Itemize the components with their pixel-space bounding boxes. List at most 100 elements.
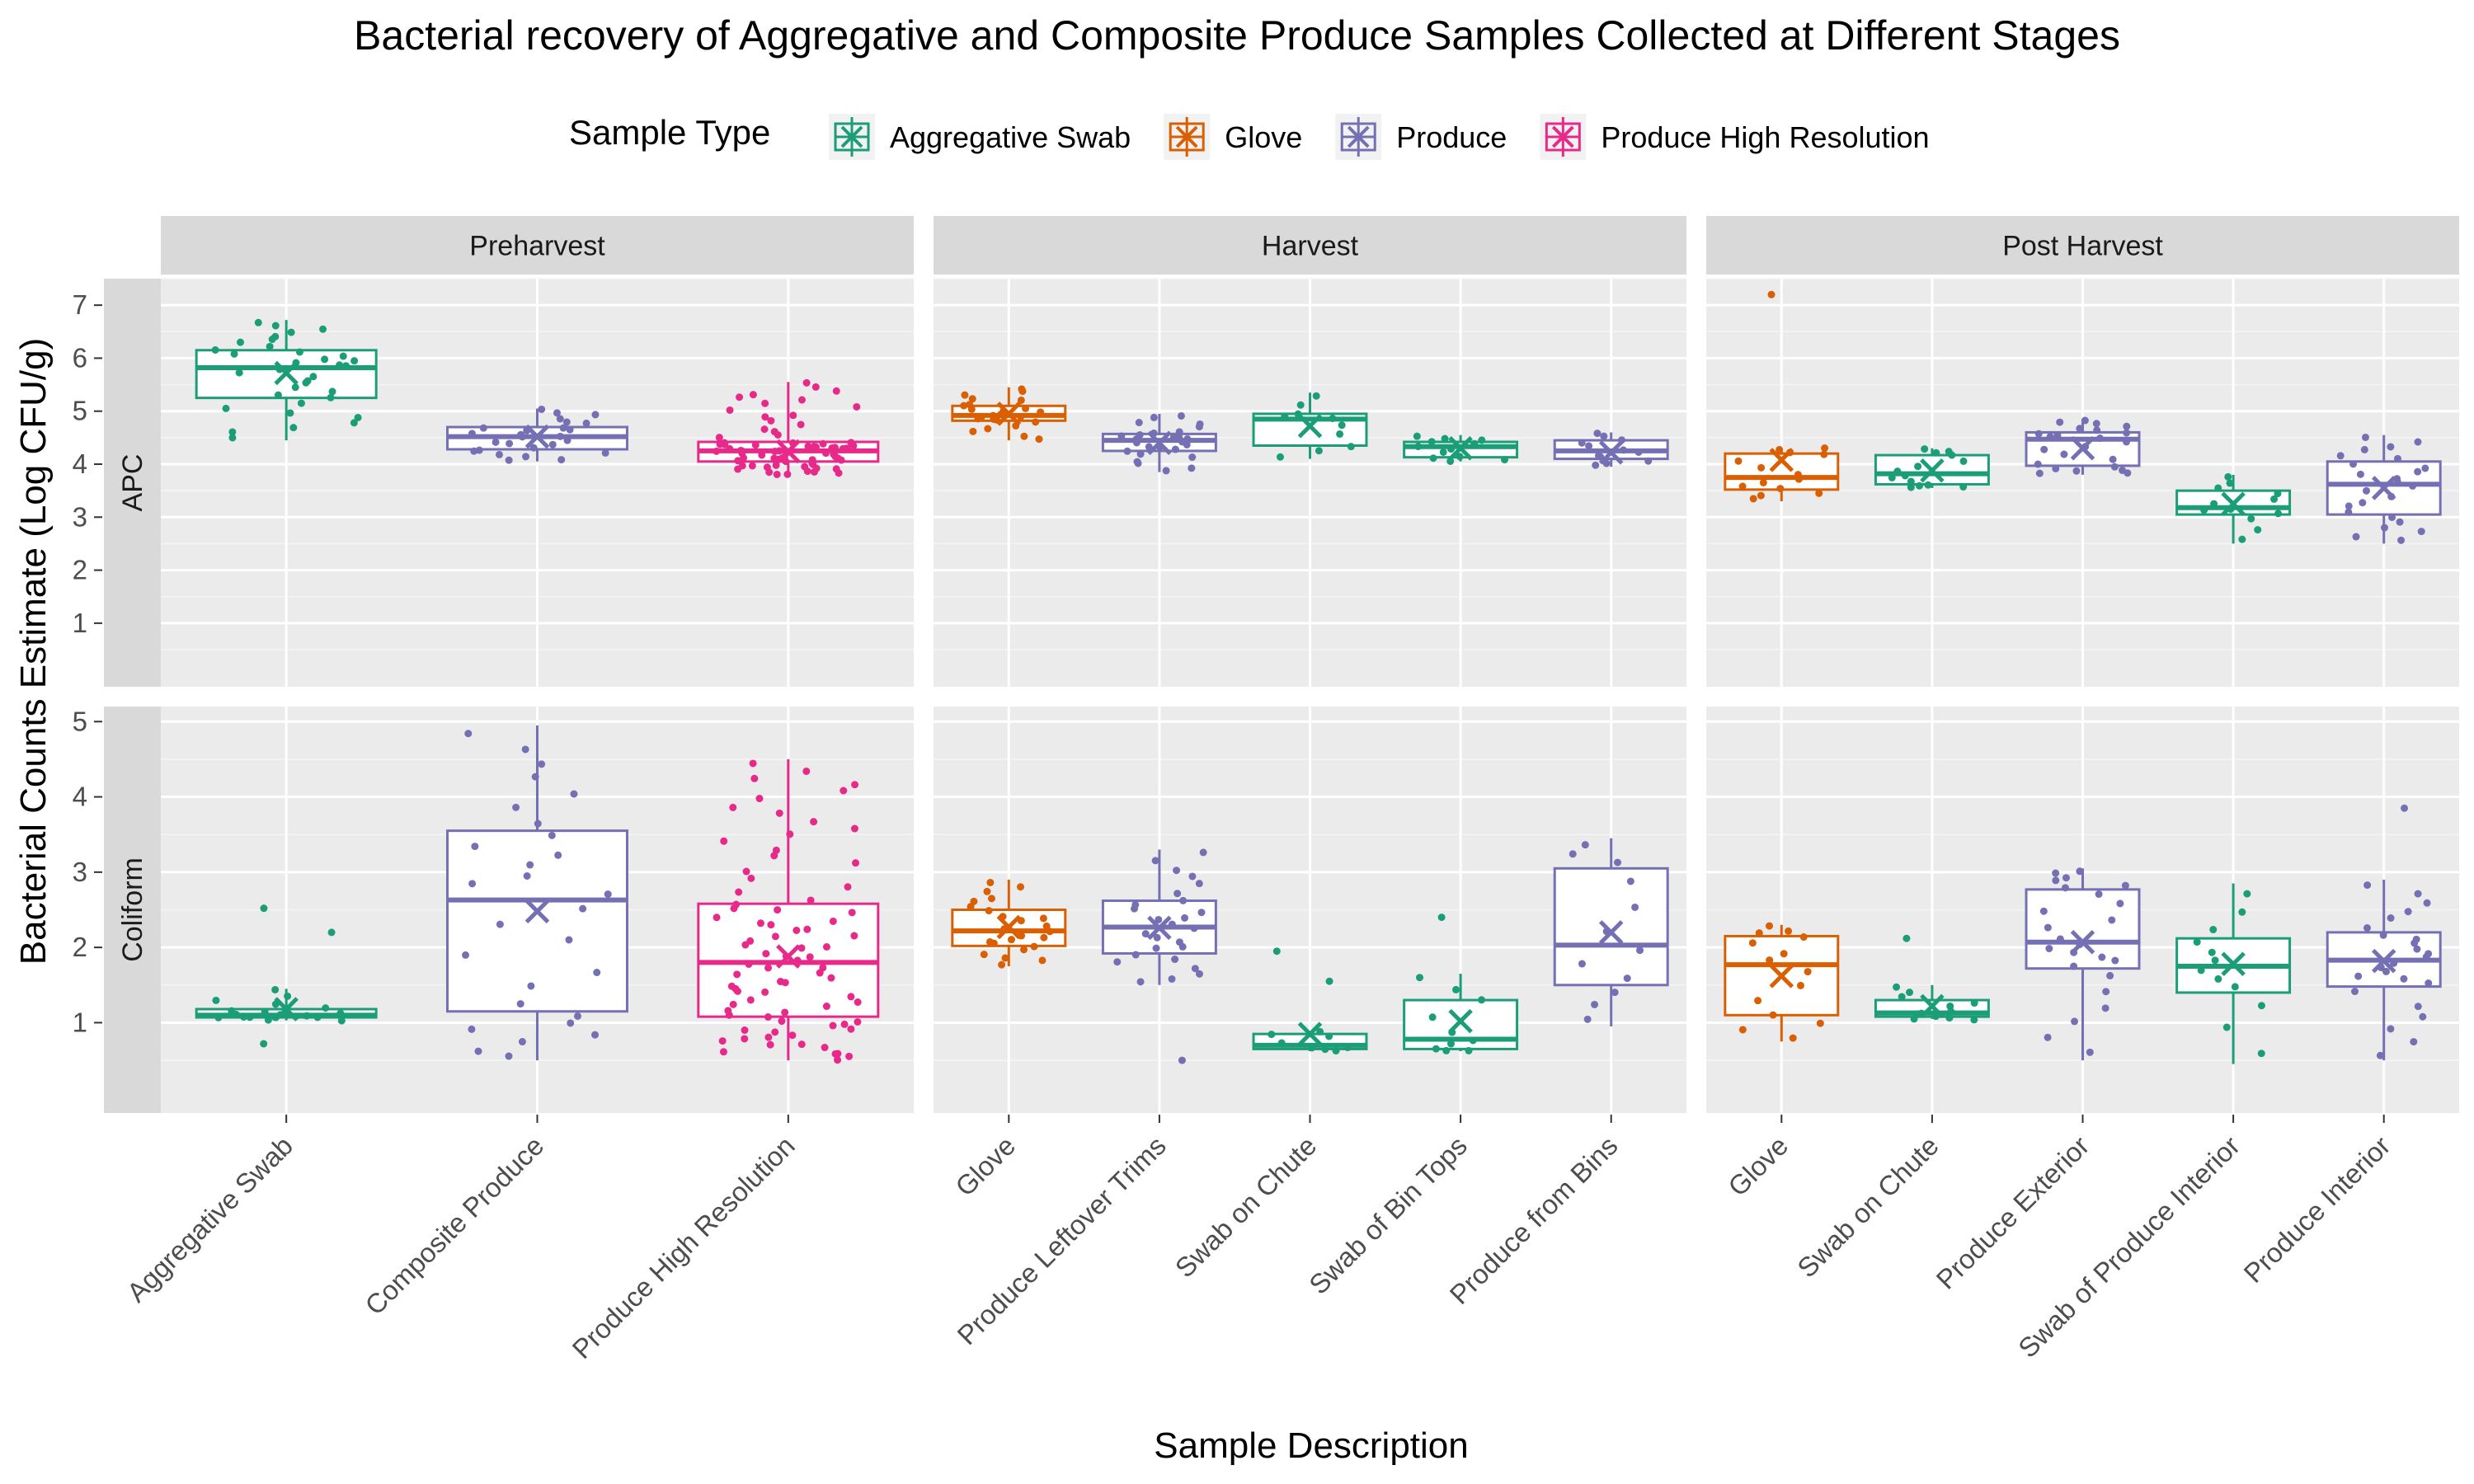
mean-marker — [524, 899, 550, 924]
mean-marker — [274, 997, 299, 1021]
data-point — [819, 964, 827, 972]
box-produce-exterior — [2025, 867, 2141, 1061]
facet-strip-label: Post Harvest — [2002, 231, 2163, 262]
data-point — [2053, 431, 2062, 439]
legend-label: Produce High Resolution — [1601, 120, 1929, 154]
data-point — [2046, 433, 2054, 441]
data-point — [1162, 467, 1170, 475]
data-point — [2238, 535, 2246, 543]
data-point — [534, 819, 542, 828]
data-point — [1018, 385, 1026, 393]
data-point — [770, 428, 778, 436]
data-point — [1133, 458, 1141, 466]
data-point — [1276, 453, 1284, 461]
data-point — [1017, 883, 1025, 891]
data-point — [1906, 989, 1914, 997]
data-point — [1600, 432, 1608, 440]
data-point — [797, 944, 806, 952]
y-tick-label: 1 — [73, 608, 87, 638]
data-point — [1907, 483, 1915, 491]
data-point — [797, 420, 805, 429]
data-point — [2379, 931, 2387, 939]
legend-item-aggregative-swab: Aggregative Swab — [829, 114, 1131, 160]
data-point — [721, 439, 729, 447]
data-point — [2071, 1017, 2079, 1026]
data-point — [718, 1037, 727, 1045]
data-point — [2222, 1023, 2231, 1031]
y-tick-label: 4 — [73, 448, 87, 479]
facet-row-strip-label: APC — [117, 454, 148, 512]
data-point — [1188, 872, 1197, 881]
mean-marker — [2371, 948, 2396, 974]
data-point — [1821, 444, 1829, 453]
data-point — [516, 1000, 524, 1008]
data-point — [775, 447, 783, 455]
mean-marker — [1147, 915, 1172, 941]
data-point — [556, 432, 564, 440]
mean-marker — [1147, 430, 1172, 456]
data-point — [1738, 482, 1747, 491]
data-point — [567, 1019, 575, 1027]
data-point — [745, 960, 753, 968]
data-point-outlier — [2401, 804, 2409, 812]
data-point — [1759, 478, 1767, 486]
data-point — [2393, 454, 2401, 463]
data-point — [1789, 1034, 1797, 1042]
data-point — [2102, 988, 2110, 996]
data-point — [1151, 857, 1159, 865]
data-point — [1924, 481, 1932, 489]
data-point — [1769, 1011, 1777, 1019]
data-point — [1592, 461, 1600, 469]
data-point — [1959, 483, 1968, 491]
data-point — [746, 937, 755, 945]
data-point — [770, 454, 778, 463]
mean-marker — [2221, 951, 2246, 977]
mean-marker — [776, 944, 801, 969]
data-point — [968, 395, 976, 403]
data-point — [228, 434, 237, 442]
data-point — [1042, 922, 1051, 930]
data-point — [845, 1052, 854, 1060]
data-point — [1136, 450, 1145, 458]
data-point — [212, 996, 220, 1004]
data-point — [727, 982, 736, 990]
data-point — [297, 399, 305, 407]
data-point-outlier — [1325, 977, 1333, 985]
data-point — [786, 830, 794, 838]
data-point — [548, 831, 556, 839]
data-point — [775, 809, 783, 817]
data-point — [741, 1026, 749, 1035]
data-point — [1478, 996, 1486, 1004]
data-point — [1815, 489, 1823, 497]
data-point — [729, 1000, 737, 1008]
data-point — [1766, 922, 1774, 930]
data-point — [2209, 926, 2218, 934]
data-point — [1022, 404, 1030, 412]
box-produce-high-resolution — [697, 758, 880, 1064]
data-point — [475, 446, 483, 454]
data-point — [1117, 432, 1126, 440]
data-point — [538, 405, 546, 413]
data-point — [2045, 945, 2053, 953]
data-point — [1181, 913, 1189, 922]
data-point — [1465, 1046, 1473, 1054]
data-point — [2393, 475, 2401, 483]
box-produce-from-bins — [1553, 838, 1669, 1027]
box-body — [1553, 866, 1669, 987]
data-point — [1343, 1044, 1352, 1052]
mean-marker — [1769, 448, 1794, 472]
data-point — [1416, 974, 1424, 982]
data-point — [2409, 481, 2417, 490]
data-point — [1179, 896, 1188, 904]
data-point — [271, 985, 280, 993]
legend-item-glove: Glove — [1164, 114, 1302, 160]
data-point — [758, 451, 766, 459]
data-point — [287, 328, 295, 336]
box-swab-on-chute — [1874, 445, 1990, 491]
data-point — [781, 1008, 789, 1017]
data-point — [246, 1013, 254, 1021]
data-point — [1644, 457, 1653, 465]
data-point — [750, 774, 759, 782]
data-point — [807, 896, 815, 904]
data-point — [228, 428, 237, 436]
